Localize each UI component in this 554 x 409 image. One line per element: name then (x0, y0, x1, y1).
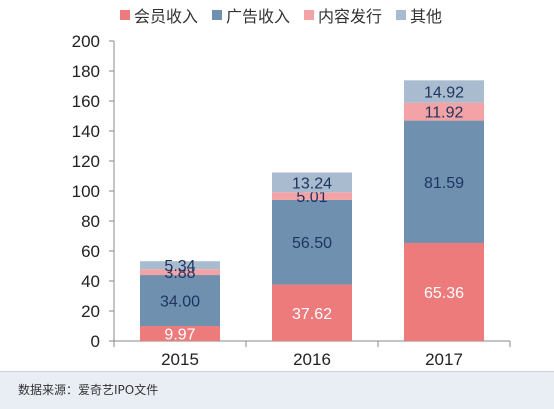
legend-item-other: 其他 (396, 3, 442, 27)
source-footer: 数据来源：爱奇艺IPO文件 (0, 371, 554, 409)
y-tick-label: 160 (72, 92, 100, 111)
data-label: 81.59 (424, 175, 464, 192)
data-label: 13.24 (292, 175, 332, 192)
legend-swatch (120, 10, 130, 20)
y-tick-label: 20 (81, 302, 100, 321)
legend-swatch (396, 10, 407, 20)
bar-segment (404, 80, 484, 103)
legend-label: 其他 (410, 7, 443, 26)
bar-segment (272, 192, 352, 200)
chart-legend: 会员收入 广告收入 内容发行 其他 (120, 2, 540, 28)
y-tick-label: 60 (81, 242, 100, 261)
y-tick-label: 120 (72, 152, 100, 171)
legend-swatch (212, 10, 223, 20)
y-tick-label: 180 (72, 62, 100, 81)
legend-label: 广告收入 (226, 7, 291, 26)
bar-segment (140, 269, 220, 276)
data-label: 14.92 (424, 85, 464, 102)
y-tick-label: 140 (72, 122, 100, 141)
bar-segment (272, 284, 352, 341)
stacked-bar-chart: 0 20 40 60 80 100 120 140 160 180 200 9.97 34.00 3.88… (72, 32, 511, 369)
legend-item-content-distribution: 内容发行 (304, 3, 382, 27)
data-label: 5.34 (164, 258, 195, 275)
data-label: 5.01 (296, 189, 327, 206)
y-tick-label: 40 (81, 272, 100, 291)
bar-segment (404, 120, 484, 243)
data-label: 34.00 (160, 294, 200, 311)
legend-label: 会员收入 (134, 7, 199, 26)
data-label: 3.88 (164, 265, 195, 282)
legend-item-ad-revenue: 广告收入 (212, 3, 290, 27)
y-tick-label: 80 (81, 212, 100, 231)
data-label: 9.97 (164, 327, 195, 344)
data-label: 11.92 (425, 105, 464, 122)
legend-item-member-revenue: 会员收入 (120, 3, 198, 27)
data-label: 65.36 (424, 285, 464, 302)
x-tick-label: 2017 (425, 350, 463, 369)
bar-segment (140, 275, 220, 327)
y-tick-label: 100 (72, 182, 100, 201)
bar-segment (404, 102, 484, 121)
legend-label: 内容发行 (318, 7, 383, 26)
y-tick-label: 200 (72, 32, 100, 51)
source-note: 数据来源：爱奇艺IPO文件 (18, 383, 159, 397)
x-tick-label: 2016 (293, 350, 331, 369)
y-tick-label: 0 (91, 332, 100, 351)
bar-segment (140, 261, 220, 270)
data-label: 56.50 (292, 235, 332, 252)
data-label: 37.62 (292, 306, 332, 323)
legend-swatch (304, 10, 315, 20)
bar-segment (272, 172, 352, 193)
bar-segment (404, 242, 484, 341)
bar-segment (140, 326, 220, 341)
bar-segment (272, 199, 352, 285)
x-tick-label: 2015 (161, 350, 199, 369)
